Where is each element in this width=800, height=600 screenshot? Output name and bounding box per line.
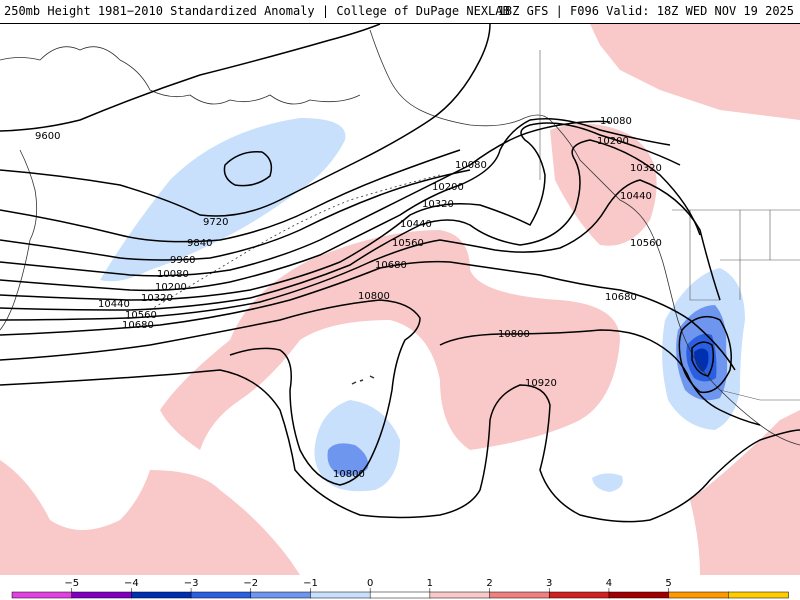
- colorbar-tick-label: −1: [303, 578, 318, 589]
- contour-label: 10080: [455, 160, 487, 171]
- contour-label: 10680: [122, 320, 154, 331]
- contour-10200-w: [0, 118, 671, 292]
- colorbar-swatch: [310, 591, 371, 599]
- coastline-alaska: [369, 29, 651, 231]
- contour-label: 9840: [187, 238, 212, 249]
- contour-label: 10800: [333, 469, 365, 480]
- contour-label: 10200: [597, 136, 629, 147]
- coastline-kamchatka: [0, 149, 38, 331]
- contour-label: 10680: [375, 260, 407, 271]
- contour-10920: [0, 369, 800, 523]
- positive-anomaly-central: [160, 230, 620, 450]
- contour-label: 10320: [630, 163, 662, 174]
- colorbar-tick-label: −3: [184, 578, 199, 589]
- positive-anomaly-shading: [0, 24, 800, 575]
- contour-9720-low: [223, 151, 273, 187]
- map-title: 250mb Height 1981−2010 Standardized Anom…: [4, 4, 510, 18]
- colorbar-swatches: [11, 591, 789, 599]
- contour-label: 10800: [498, 329, 530, 340]
- negative-anomaly-calif-core: [694, 348, 709, 372]
- colorbar-tick-label: 5: [665, 578, 671, 589]
- aleutian-chain: [149, 174, 441, 311]
- contour-label: 10320: [422, 199, 454, 210]
- contour-low-ring: [678, 315, 732, 394]
- contour-9720: [0, 24, 491, 217]
- contour-10440-w: [0, 139, 701, 311]
- colorbar-swatch: [728, 591, 789, 599]
- contour-label: 10560: [630, 238, 662, 249]
- height-contours: [0, 24, 800, 523]
- negative-anomaly-central-core: [327, 443, 369, 476]
- coastline-siberia: [0, 46, 361, 105]
- map-panel: 9600 9720 9840 9960 10080 10200 10320 10…: [0, 24, 800, 575]
- contour-label: 9720: [203, 217, 228, 228]
- colorbar-tick-label: 2: [486, 578, 492, 589]
- contour-10680-w: [0, 260, 736, 371]
- colorbar-swatch: [668, 591, 730, 599]
- colorbar-tick-label: 0: [367, 578, 373, 589]
- contour-label: 10440: [98, 299, 130, 310]
- colorbar-swatch: [369, 591, 431, 599]
- contour-label: 10200: [155, 282, 187, 293]
- colorbar-swatch: [131, 591, 192, 599]
- border-states-1: [689, 210, 720, 301]
- contour-10320-w: [0, 122, 681, 301]
- contour-label: 10080: [157, 269, 189, 280]
- colorbar-swatch: [71, 591, 133, 599]
- contour-9600: [0, 24, 381, 132]
- colorbar-tick-label: 3: [546, 578, 552, 589]
- colorbar-swatch: [608, 591, 670, 599]
- header-bar: 250mb Height 1981−2010 Standardized Anom…: [0, 0, 800, 24]
- colorbar-svg: −5 −4 −3 −2 −1 0 1 2 3 4 5: [11, 578, 789, 599]
- contour-label: 10200: [432, 182, 464, 193]
- colorbar-swatch: [11, 591, 73, 599]
- colorbar-tick-label: −5: [64, 578, 79, 589]
- contour-9960: [0, 169, 471, 261]
- contour-label: 10920: [525, 378, 557, 389]
- contour-label-group: 9600 9720 9840 9960 10080 10200 10320 10…: [35, 116, 662, 480]
- contour-label: 10440: [620, 191, 652, 202]
- contour-10800-b: [439, 329, 761, 426]
- colorbar-swatch: [429, 591, 491, 599]
- contour-10080-w: [0, 120, 611, 277]
- colorbar-labels: −5 −4 −3 −2 −1 0 1 2 3 4 5: [64, 578, 672, 592]
- contour-label: 10560: [392, 238, 424, 249]
- positive-anomaly-ne: [590, 24, 800, 120]
- contour-label: 9960: [170, 255, 195, 266]
- hawaii-islands: [351, 375, 375, 385]
- border-us-mexico: [719, 389, 800, 401]
- contour-label: 10320: [141, 293, 173, 304]
- contour-label: 10800: [358, 291, 390, 302]
- negative-anomaly-small: [592, 473, 623, 492]
- contour-label: 9600: [35, 131, 60, 142]
- positive-anomaly-se: [690, 410, 800, 575]
- model-valid-time: 18Z GFS | F096 Valid: 18Z WED NOV 19 202…: [497, 4, 794, 18]
- colorbar-tick-label: −4: [124, 578, 139, 589]
- contour-10560-w: [0, 179, 721, 321]
- positive-anomaly-sw: [0, 460, 300, 575]
- contour-label: 10560: [125, 310, 157, 321]
- colorbar-swatch: [489, 591, 550, 599]
- coastlines: [0, 29, 800, 446]
- contour-label: 10440: [400, 219, 432, 230]
- colorbar-swatch: [548, 591, 610, 599]
- contour-10800-a: [0, 299, 421, 486]
- contour-9840: [0, 149, 461, 243]
- anomaly-colorbar: −5 −4 −3 −2 −1 0 1 2 3 4 5: [0, 575, 800, 600]
- contour-low-ring-inner: [691, 341, 715, 377]
- colorbar-tick-label: 1: [427, 578, 433, 589]
- contour-label: 10080: [600, 116, 632, 127]
- negative-anomaly-bering: [100, 118, 346, 282]
- contour-label: 10680: [605, 292, 637, 303]
- colorbar-tick-label: −2: [243, 578, 258, 589]
- colorbar-swatch: [190, 591, 252, 599]
- colorbar-swatch: [250, 591, 312, 599]
- colorbar-tick-label: 4: [606, 578, 612, 589]
